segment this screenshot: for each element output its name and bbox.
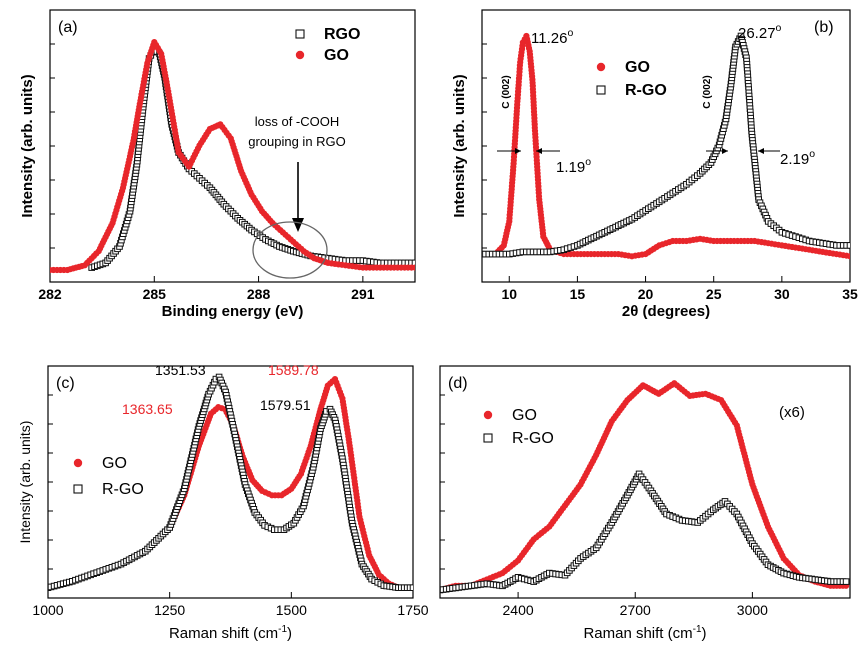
series-go [482,32,850,260]
series-go [50,39,415,274]
x-tick-label: 10 [501,286,517,302]
x-tick-label: 1250 [154,602,185,618]
go-marker [846,253,850,260]
fwhm-label: 2.19o [780,148,815,168]
x-tick-label: 35 [842,286,858,302]
peak-label: 1351.53 [155,362,206,378]
legend-label: R-GO [102,481,144,498]
fwhm-arrowhead [515,148,521,154]
x-tick-label: 288 [247,286,271,302]
x-tick-label: 25 [706,286,722,302]
peak-label: 11.26o [531,27,573,47]
plot-area [50,39,415,274]
x-axis-label: Raman shift (cm-1) [169,624,292,642]
annotation-arrowhead [292,218,304,232]
peak-label: 1589.78 [268,362,319,378]
series-r-go [48,373,413,592]
legend-label: GO [625,59,650,76]
legend-label: R-GO [512,430,554,447]
legend-label: R-GO [625,82,667,99]
plane-label: C (002) [501,75,512,108]
x-tick-label: 1000 [32,602,63,618]
legend-rgo-marker [596,85,606,95]
plot-area [440,380,850,594]
legend-go-marker [596,62,606,72]
plot-area [482,32,850,260]
x-tick-label: 15 [570,286,586,302]
x-tick-label: 30 [774,286,790,302]
series-rgo [88,45,415,271]
peak-label: 1363.65 [122,401,173,417]
panel-d: 2400 2700 3000 Raman shift (cm-1) (d) GO R-GO (… [439,365,851,642]
legend-go-marker [73,458,83,468]
panel-label: (d) [448,375,468,392]
x-axis-label: Binding energy (eV) [162,303,304,320]
panel-label: (a) [58,19,78,36]
y-axis-label: Intensity (arb. units) [17,421,33,544]
panel-a: 282 285 288 291 Binding energy (eV) Intensity… [19,9,416,320]
annotation-line: grouping in RGO [248,134,346,149]
fwhm-arrowhead [758,148,764,154]
legend-rgo-marker [295,29,305,39]
fwhm-label: 1.19o [556,156,591,176]
x-tick-label: 20 [638,286,654,302]
fwhm-arrowhead [536,148,542,154]
x-tick-label: 282 [38,286,62,302]
x-tick-label: 3000 [737,602,768,618]
legend-label: GO [324,47,349,64]
go-marker [411,264,415,271]
x-axis-label: Raman shift (cm-1) [583,624,706,642]
legend-go-marker [483,410,493,420]
series-r-go [440,470,850,594]
x-tick-label: 291 [351,286,375,302]
panel-b: 10 15 20 25 30 35 2θ (degrees) Intensity (arb. … [451,9,858,320]
y-axis-label: Intensity (arb. units) [451,74,468,217]
x-tick-label: 285 [143,286,167,302]
panel-c: 1000 1250 1500 1750 Raman shift (cm-1) Intens… [17,362,429,642]
series-r-go [482,32,850,258]
x-tick-label: 2700 [620,602,651,618]
panel-label: (b) [814,19,834,36]
highlight-ellipse [252,221,328,279]
legend-label: GO [512,407,537,424]
peak-label: 1579.51 [260,397,311,413]
legend-rgo-marker [73,484,83,494]
legend-go-marker [295,50,305,60]
plane-label: C (002) [702,75,713,108]
rgo-marker [411,259,415,267]
x-tick-label: 2400 [503,602,534,618]
x-tick-label: 1750 [397,602,428,618]
rgo-marker [842,578,850,585]
peak-label: 26.27o [738,22,782,42]
y-axis-label: Intensity (arb. units) [19,74,36,217]
legend-rgo-marker [483,433,493,443]
fwhm-arrowhead [722,148,728,154]
rgo-marker [846,242,850,249]
x-tick-label: 1500 [276,602,307,618]
rgo-marker [409,584,413,592]
scale-note: (x6) [779,404,805,421]
annotation-line: loss of -COOH [255,114,340,129]
legend-label: RGO [324,26,360,43]
panel-label: (c) [56,375,75,392]
plot-area [48,373,413,592]
legend-label: GO [102,455,127,472]
x-axis-label: 2θ (degrees) [622,303,710,320]
